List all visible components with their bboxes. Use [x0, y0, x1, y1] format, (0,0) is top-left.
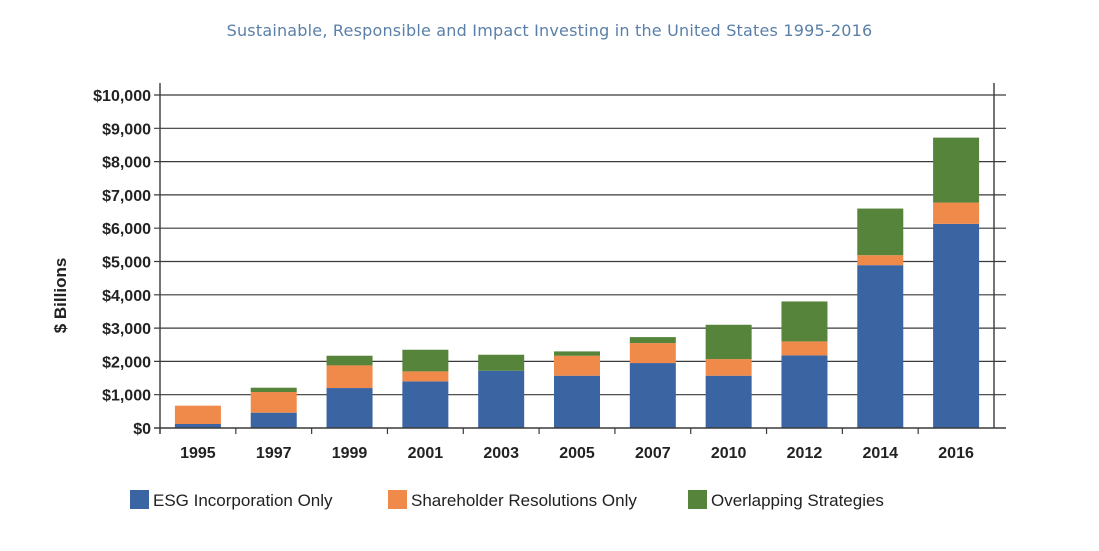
x-tick-label: 1999	[332, 445, 368, 462]
bar-segment	[629, 337, 676, 344]
bar-segment	[174, 424, 221, 428]
bar-segment	[174, 405, 221, 425]
x-tick-label: 2010	[711, 445, 747, 462]
bar-segment	[326, 388, 373, 428]
legend-label: Shareholder Resolutions Only	[411, 491, 637, 510]
bar-segment	[326, 365, 373, 389]
bar-segment	[705, 375, 752, 428]
bar-segment	[250, 412, 297, 428]
y-tick-label: $7,000	[102, 188, 151, 205]
bar-segment	[554, 355, 600, 376]
bar-segment	[933, 223, 980, 428]
bar-segment	[705, 359, 752, 376]
bar-segment	[781, 355, 828, 428]
x-tick-labels: 1995 1997 1999 2001 2003 2005 2007 2010 2012 2014…	[180, 445, 974, 462]
legend: ESG Incorporation Only Shareholder Resolu…	[130, 490, 884, 510]
y-tick-label: $1,000	[102, 388, 151, 405]
bars	[174, 137, 980, 428]
y-tick-labels: $0 $1,000 $2,000 $3,000 $4,000 $5,000 $6,000 $7…	[93, 88, 151, 438]
bar-segment	[402, 371, 449, 382]
y-tick-label: $6,000	[102, 221, 151, 238]
y-axis-title: $ Billions	[51, 258, 70, 334]
bar-segment	[326, 355, 373, 366]
bar-segment	[933, 137, 980, 203]
bar-segment	[478, 370, 525, 428]
bar-segment	[402, 381, 449, 428]
bar-segment	[250, 387, 297, 393]
x-tick-label: 1997	[256, 445, 292, 462]
x-tick-label: 2001	[408, 445, 444, 462]
y-tick-label: $10,000	[93, 88, 151, 105]
legend-swatch	[130, 490, 149, 509]
bar-segment	[629, 363, 676, 428]
legend-label: Overlapping Strategies	[711, 491, 884, 510]
x-tick-label: 2016	[938, 445, 974, 462]
y-tick-label: $4,000	[102, 288, 151, 305]
chart-title: Sustainable, Responsible and Impact Inve…	[226, 21, 873, 40]
bar-segment	[629, 343, 676, 364]
x-tick-label: 2014	[862, 445, 898, 462]
y-tick-label: $0	[133, 421, 151, 438]
bar-segment	[478, 354, 525, 371]
bar-segment	[554, 351, 600, 356]
y-tick-label: $9,000	[102, 121, 151, 138]
axes	[154, 83, 1006, 434]
bar-segment	[933, 202, 980, 224]
legend-swatch	[388, 490, 407, 509]
y-tick-label: $3,000	[102, 321, 151, 338]
bar-segment	[554, 375, 600, 428]
x-tick-label: 1995	[180, 445, 216, 462]
y-tick-label: $5,000	[102, 255, 151, 272]
bar-segment	[250, 392, 297, 413]
y-tick-label: $2,000	[102, 354, 151, 371]
y-tick-label: $8,000	[102, 155, 151, 172]
x-tick-label: 2007	[635, 445, 671, 462]
bar-segment	[402, 349, 449, 372]
bar-segment	[857, 255, 904, 266]
x-tick-label: 2005	[559, 445, 595, 462]
bar-segment	[857, 265, 904, 428]
bar-segment	[857, 208, 904, 256]
bar-segment	[781, 341, 828, 356]
x-tick-label: 2012	[787, 445, 823, 462]
x-tick-label: 2003	[483, 445, 519, 462]
bar-segment	[705, 324, 752, 360]
bar-segment	[781, 301, 828, 342]
legend-label: ESG Incorporation Only	[153, 491, 333, 510]
legend-swatch	[688, 490, 707, 509]
